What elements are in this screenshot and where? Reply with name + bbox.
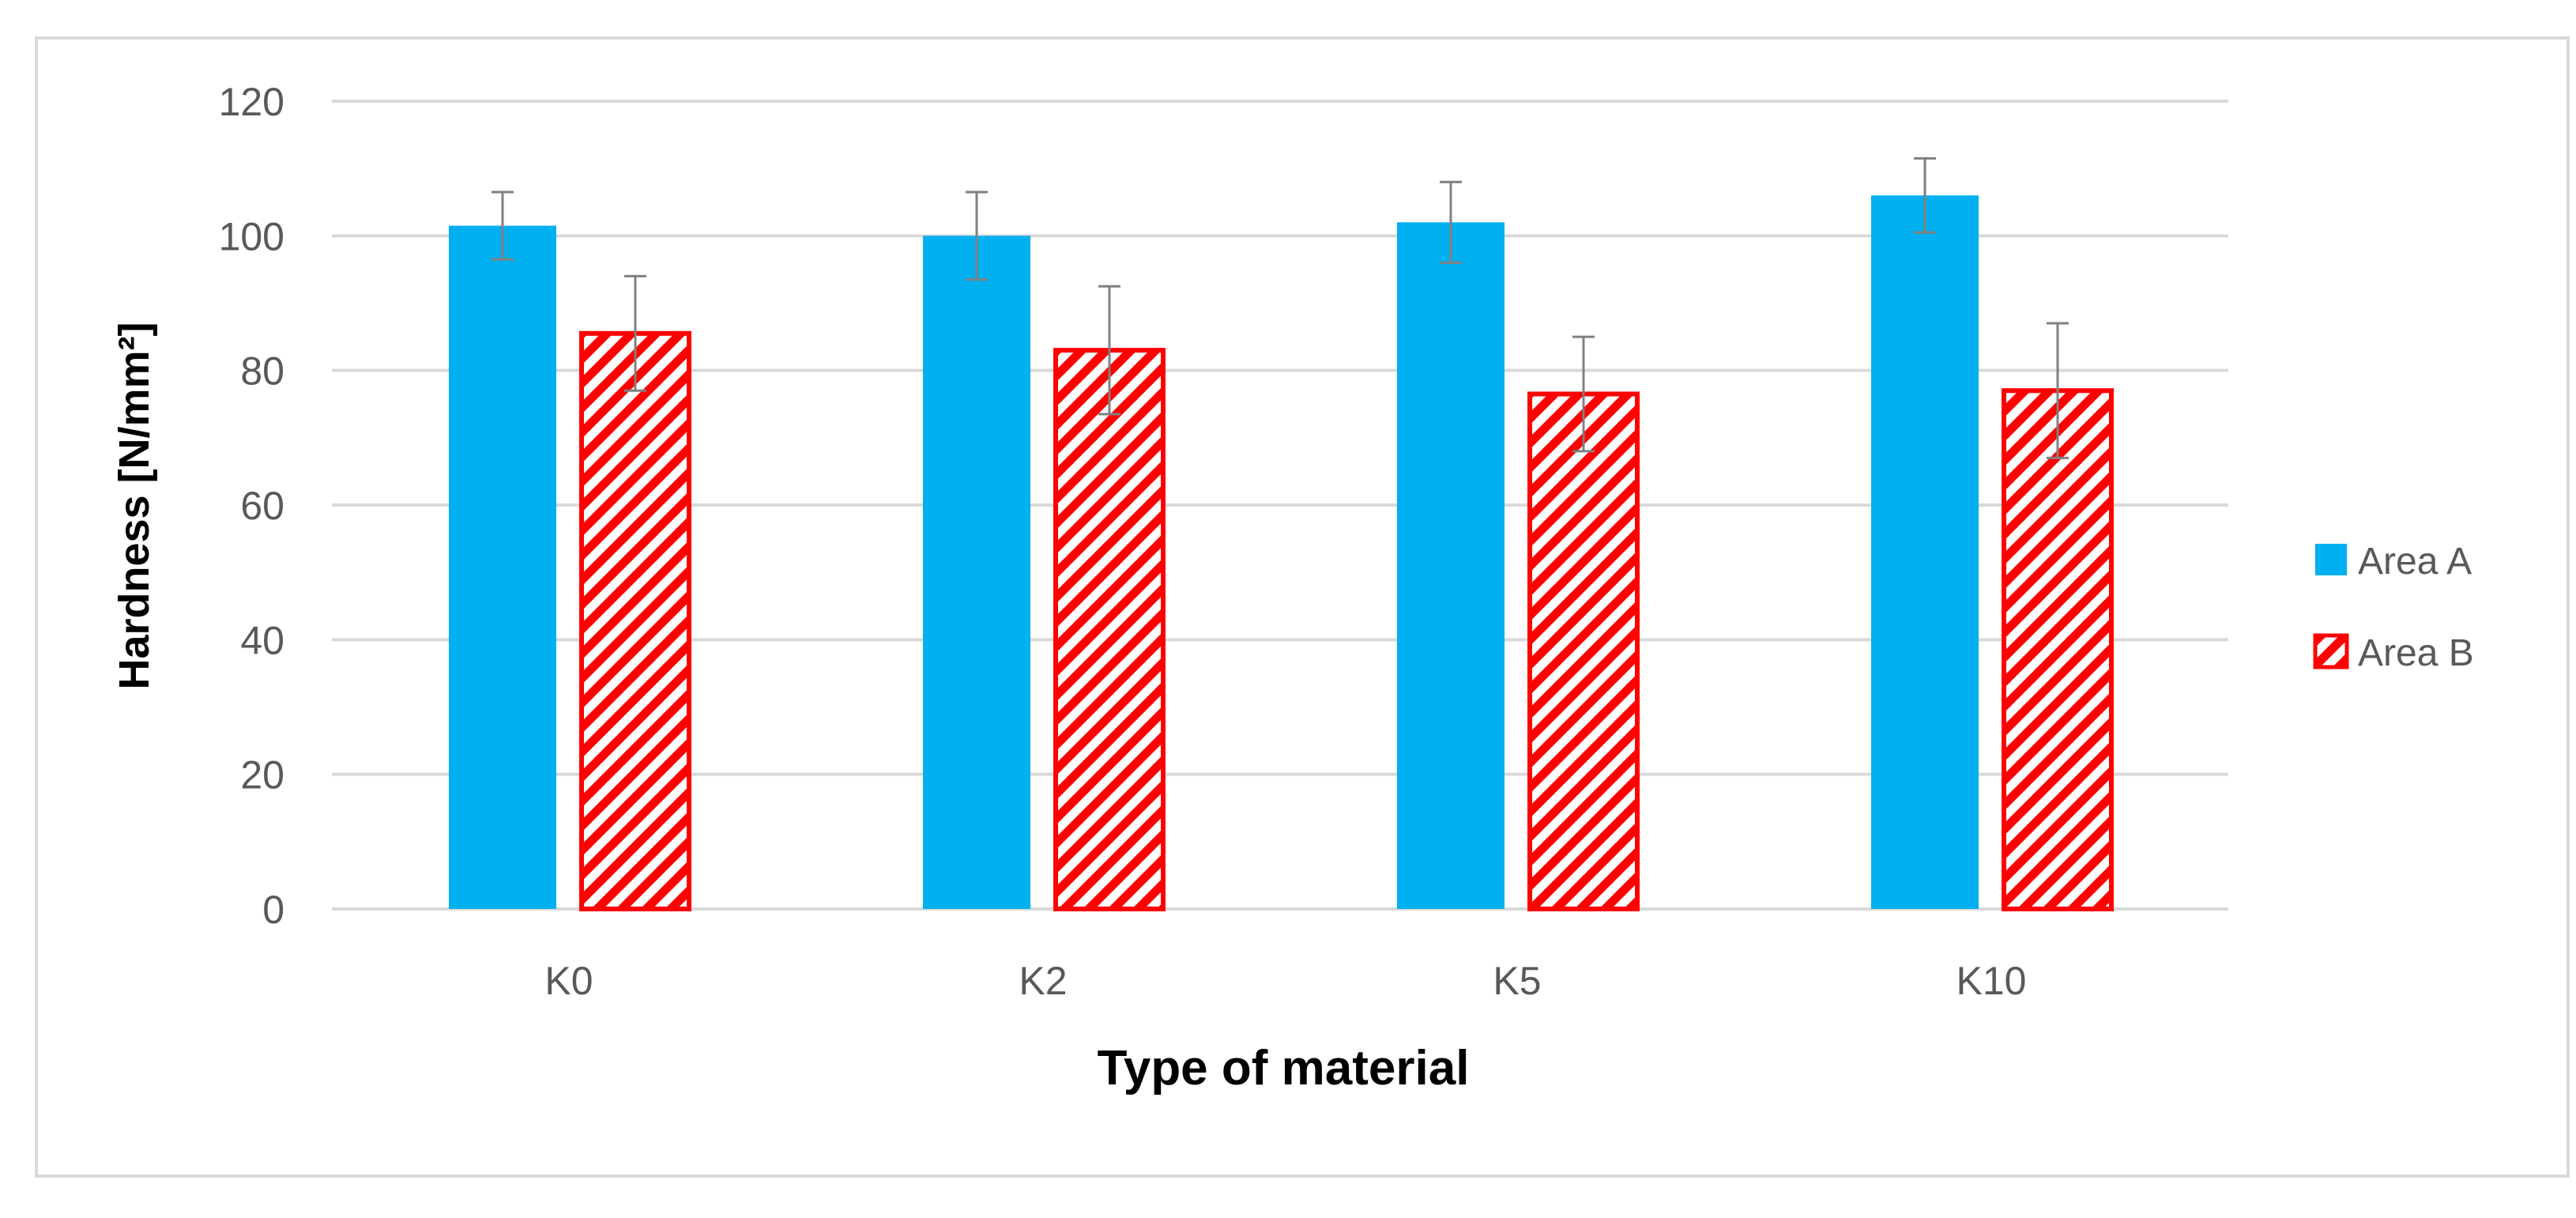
chart-border: [35, 36, 2570, 1178]
error-bar-area-b-k10: [2047, 322, 2069, 459]
legend-label: Area B: [2358, 632, 2474, 674]
y-tick-label: 20: [240, 753, 284, 798]
bar-area-a-k10: [1871, 195, 1979, 909]
error-bar-area-a-k0: [491, 190, 514, 261]
error-bar-area-b-k0: [624, 274, 646, 392]
bar-area-a-k2: [923, 236, 1030, 909]
x-tick-label: K2: [1019, 959, 1067, 1003]
y-tick-label: 80: [240, 349, 284, 394]
y-tick-label: 0: [262, 888, 284, 932]
legend-label: Area A: [2358, 541, 2472, 583]
legend-item-area-a: Area A: [2315, 541, 2472, 583]
x-tick-label: K5: [1493, 959, 1541, 1003]
y-tick-label: 40: [240, 618, 284, 662]
legend-swatch: [2313, 633, 2349, 669]
bar-area-b-k2: [1053, 348, 1166, 912]
x-tick-label: K10: [1956, 959, 2027, 1003]
x-axis-label: Type of material: [1098, 1041, 1470, 1095]
error-bar-area-a-k2: [966, 190, 988, 281]
bar-area-a-k0: [449, 225, 556, 909]
error-bar-area-a-k5: [1440, 180, 1462, 264]
bar-area-b-k10: [2002, 388, 2114, 911]
bar-area-a-k5: [1397, 222, 1505, 909]
error-bar-area-a-k10: [1914, 156, 1936, 234]
error-bar-area-b-k2: [1098, 285, 1120, 416]
legend-swatch: [2315, 544, 2347, 575]
y-tick-label: 120: [219, 80, 284, 124]
bar-area-b-k5: [1527, 391, 1640, 912]
y-tick-label: 100: [219, 214, 284, 258]
legend-item-area-b: Area B: [2313, 632, 2474, 674]
x-tick-label: K0: [544, 959, 593, 1003]
y-axis-label: Hardness [N/mm²]: [111, 322, 158, 689]
bar-area-b-k0: [579, 330, 691, 911]
error-bar-area-b-k5: [1572, 335, 1595, 453]
y-tick-label: 60: [240, 484, 284, 528]
